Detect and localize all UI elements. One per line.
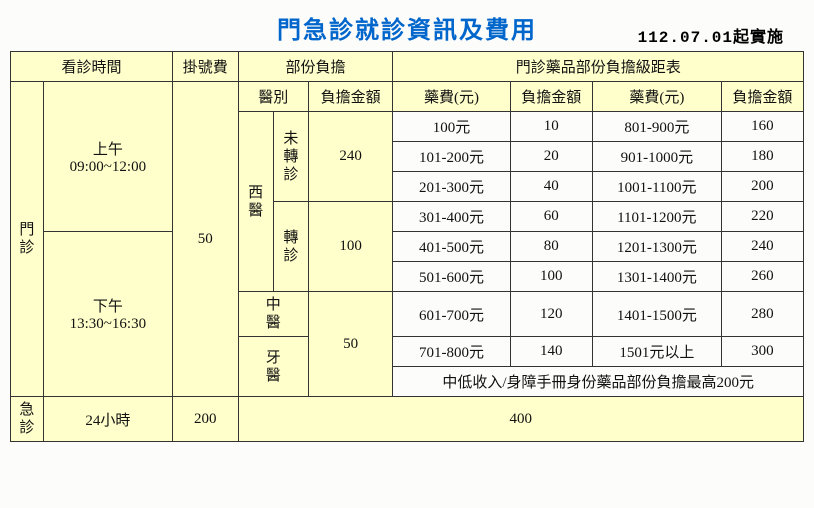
t5a1: 100 (510, 262, 592, 292)
t5a2: 260 (721, 262, 803, 292)
fee-table: 看診時間 掛號費 部份負擔 門診藥品部份負擔級距表 門診 上午 09:00~12… (10, 51, 804, 442)
hdr-dept: 醫別 (238, 82, 308, 112)
t2f2: 1001-1100元 (592, 172, 721, 202)
page-title: 門急診就診資訊及費用 (277, 10, 537, 45)
t2a2: 200 (721, 172, 803, 202)
t0f2: 801-900元 (592, 112, 721, 142)
reg-fee-out: 50 (172, 82, 238, 397)
title-row: 門急診就診資訊及費用 112.07.01起實施 (10, 10, 804, 45)
t2a1: 40 (510, 172, 592, 202)
effective-date: 112.07.01起實施 (638, 23, 784, 47)
note-row: 中低收入/身障手冊身份藥品部份負擔最高200元 (393, 367, 804, 397)
t5f1: 501-600元 (393, 262, 510, 292)
hdr-drug-fee2: 藥費(元) (592, 82, 721, 112)
hdr-copay-amt3: 負擔金額 (721, 82, 803, 112)
er-time: 24小時 (43, 397, 172, 442)
t3a2: 220 (721, 202, 803, 232)
t0a1: 10 (510, 112, 592, 142)
t6a1: 120 (510, 292, 592, 337)
morning-slot: 上午 09:00~12:00 (43, 82, 172, 232)
t4a1: 80 (510, 232, 592, 262)
t7f2: 1501元以上 (592, 337, 721, 367)
t7f1: 701-800元 (393, 337, 510, 367)
t4a2: 240 (721, 232, 803, 262)
t7a1: 140 (510, 337, 592, 367)
referral: 轉診 (273, 202, 308, 292)
hdr-visit-time: 看診時間 (11, 52, 173, 82)
t4f2: 1201-1300元 (592, 232, 721, 262)
label-emergency: 急診 (11, 397, 44, 442)
t1a2: 180 (721, 142, 803, 172)
amt-50: 50 (308, 292, 392, 397)
t5f2: 1301-1400元 (592, 262, 721, 292)
hdr-reg-fee: 掛號費 (172, 52, 238, 82)
hdr-copay: 部份負擔 (238, 52, 393, 82)
t1f2: 901-1000元 (592, 142, 721, 172)
amt-240: 240 (308, 112, 392, 202)
dept-chinese: 中醫 (238, 292, 308, 337)
dept-western: 西醫 (238, 112, 273, 292)
t0f1: 100元 (393, 112, 510, 142)
t1f1: 101-200元 (393, 142, 510, 172)
t6f2: 1401-1500元 (592, 292, 721, 337)
hdr-copay-amt: 負擔金額 (308, 82, 392, 112)
hdr-drug-fee: 藥費(元) (393, 82, 510, 112)
afternoon-slot: 下午 13:30~16:30 (43, 232, 172, 397)
t3f1: 301-400元 (393, 202, 510, 232)
label-outpatient: 門診 (11, 82, 44, 397)
no-referral: 未轉診 (273, 112, 308, 202)
t1a1: 20 (510, 142, 592, 172)
t6f1: 601-700元 (393, 292, 510, 337)
t4f1: 401-500元 (393, 232, 510, 262)
hdr-copay-amt2: 負擔金額 (510, 82, 592, 112)
amt-100: 100 (308, 202, 392, 292)
t0a2: 160 (721, 112, 803, 142)
t3f2: 1101-1200元 (592, 202, 721, 232)
er-copay: 400 (238, 397, 803, 442)
er-reg: 200 (172, 397, 238, 442)
dept-dental: 牙醫 (238, 337, 308, 397)
t7a2: 300 (721, 337, 803, 367)
t6a2: 280 (721, 292, 803, 337)
hdr-drug-tier: 門診藥品部份負擔級距表 (393, 52, 804, 82)
t3a1: 60 (510, 202, 592, 232)
t2f1: 201-300元 (393, 172, 510, 202)
